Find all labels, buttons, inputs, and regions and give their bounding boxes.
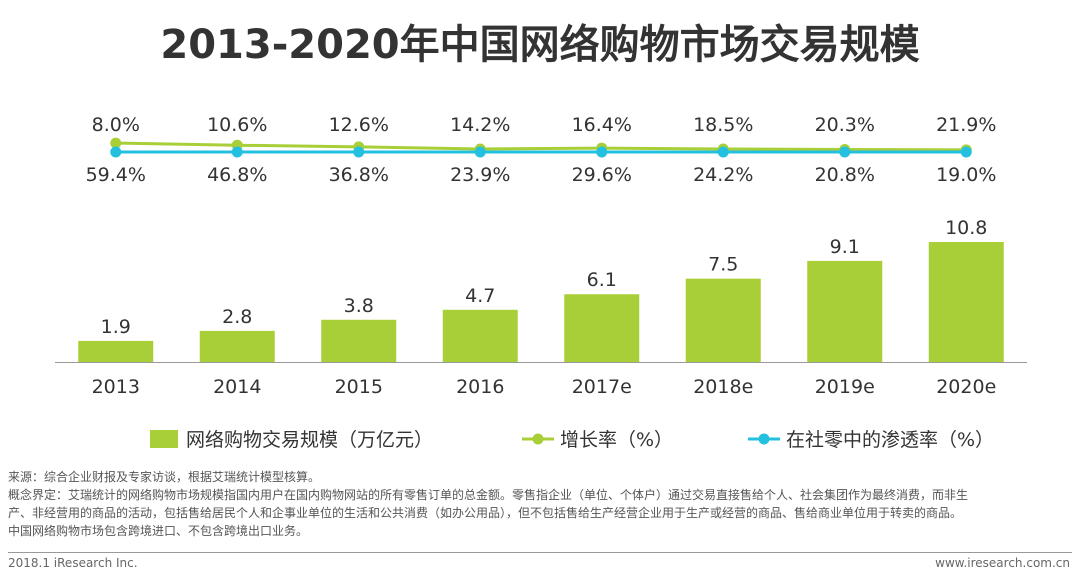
penetration-rate-point-2018e <box>717 146 729 158</box>
bar-2016 <box>442 309 518 362</box>
growth-rate-label-2019e: 20.8% <box>815 164 875 186</box>
bar-2020e <box>928 242 1004 362</box>
growth-rate-label-2017e: 29.6% <box>572 164 632 186</box>
penetration-rate-label-2018e: 18.5% <box>693 114 753 136</box>
bar-value-label-2016: 4.7 <box>465 285 495 307</box>
bar-2018e <box>685 278 761 362</box>
bar-2017e <box>564 294 640 362</box>
penetration-rate-label-2016: 14.2% <box>450 114 510 136</box>
penetration-rate-label-2014: 10.6% <box>207 114 267 136</box>
bar-value-label-2017e: 6.1 <box>587 269 617 291</box>
definition-note-2: 产、非经营用的商品的活动，包括售给居民个人和企事业单位的生活和公共消费（如办公用… <box>8 506 963 520</box>
chart-title: 2013-2020年中国网络购物市场交易规模 <box>160 22 920 68</box>
penetration-rate-point-2020e <box>960 146 972 158</box>
x-tick-label-2019e: 2019e <box>815 376 875 398</box>
penetration-rate-point-2015 <box>353 146 365 158</box>
growth-rate-label-2015: 36.8% <box>329 164 389 186</box>
growth-rate-label-2013: 59.4% <box>86 164 146 186</box>
footer-divider <box>8 552 1072 553</box>
growth-rate-point-2013 <box>110 137 122 149</box>
legend-swatch-growth-dot <box>532 433 544 445</box>
x-tick-label-2015: 2015 <box>335 376 383 398</box>
penetration-rate-label-2020e: 21.9% <box>936 114 996 136</box>
bar-2013 <box>78 340 154 362</box>
bar-value-label-2015: 3.8 <box>344 295 374 317</box>
source-note: 来源：综合企业财报及专家访谈，根据艾瑞统计模型核算。 <box>8 470 321 484</box>
definition-note-3: 中国网络购物市场包含跨境进口、不包含跨境出口业务。 <box>8 524 309 538</box>
bar-2015 <box>321 319 397 362</box>
penetration-rate-label-2019e: 20.3% <box>815 114 875 136</box>
bar-value-label-2020e: 10.8 <box>945 217 987 239</box>
growth-rate-line <box>115 141 967 152</box>
bar-value-label-2019e: 9.1 <box>830 236 860 258</box>
legend-label-bar: 网络购物交易规模（万亿元） <box>186 429 433 451</box>
chart-area: 1.9 2013 2.8 2014 3.8 2015 4.7 2016 6.1 2017e 7.5 2… <box>55 114 1027 451</box>
x-tick-label-2020e: 2020e <box>936 376 996 398</box>
bar-value-label-2018e: 7.5 <box>708 254 738 276</box>
penetration-rate-point-2019e <box>839 146 851 158</box>
penetration-rate-label-2015: 12.6% <box>329 114 389 136</box>
legend-label-penetration: 在社零中的渗透率（%） <box>786 429 994 451</box>
penetration-rate-point-2017e <box>596 146 608 158</box>
penetration-rate-label-2013: 8.0% <box>92 114 140 136</box>
footer-copyright: 2018.1 iResearch Inc. <box>8 556 138 570</box>
bar-2019e <box>807 260 883 362</box>
definition-note-1: 概念界定：艾瑞统计的网络购物市场规模指国内用户在国内购物网站的所有零售订单的总金… <box>8 488 969 502</box>
x-tick-label-2016: 2016 <box>456 376 504 398</box>
legend-swatch-penetration-dot <box>758 433 770 445</box>
growth-rate-label-2016: 23.9% <box>450 164 510 186</box>
penetration-rate-point-2014 <box>231 146 243 158</box>
bar-value-label-2014: 2.8 <box>222 306 252 328</box>
x-tick-label-2013: 2013 <box>92 376 140 398</box>
footer-website: www.iresearch.com.cn <box>935 556 1070 570</box>
bar-value-label-2013: 1.9 <box>101 316 131 338</box>
penetration-rate-point-2013 <box>110 146 122 158</box>
x-tick-label-2018e: 2018e <box>693 376 753 398</box>
legend-label-growth: 增长率（%） <box>560 429 673 451</box>
penetration-rate-label-2017e: 16.4% <box>572 114 632 136</box>
x-tick-label-2014: 2014 <box>213 376 261 398</box>
growth-rate-label-2018e: 24.2% <box>693 164 753 186</box>
penetration-rate-point-2016 <box>474 146 486 158</box>
growth-rate-label-2014: 46.8% <box>207 164 267 186</box>
growth-rate-label-2020e: 19.0% <box>936 164 996 186</box>
x-tick-label-2017e: 2017e <box>572 376 632 398</box>
legend-swatch-bar <box>150 430 178 448</box>
bar-2014 <box>199 330 275 362</box>
